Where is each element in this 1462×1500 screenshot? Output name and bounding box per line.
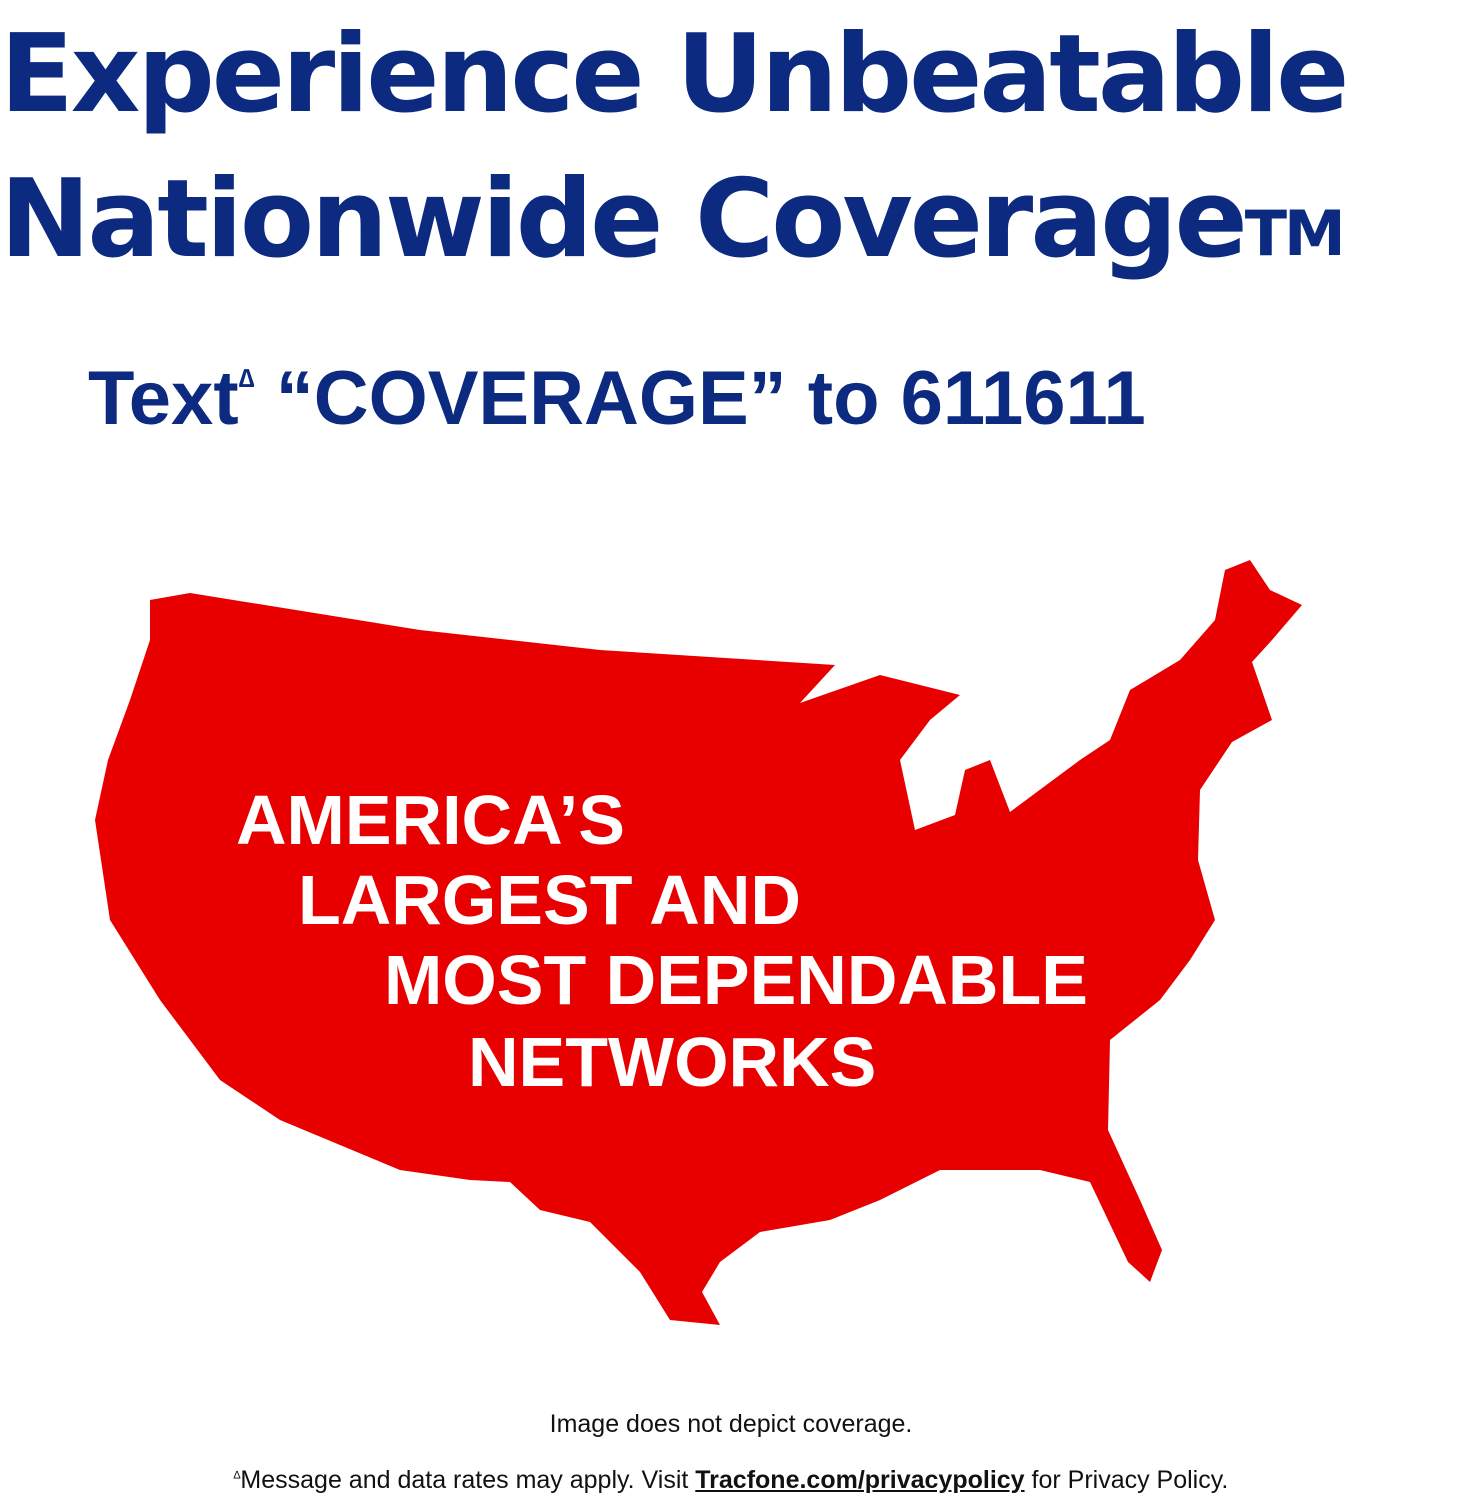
- footnote-marker: ∆: [233, 1469, 241, 1482]
- cta-keyword-shortcode: “COVERAGE” to 611611: [275, 356, 1146, 441]
- headline-line-2: Nationwide CoverageTM: [0, 155, 1462, 285]
- image-disclaimer: Image does not depict coverage.: [549, 1410, 913, 1438]
- claim-line-3: MOST DEPENDABLE: [384, 941, 1088, 1019]
- rates-text: Message and data rates may apply. Visit: [240, 1466, 696, 1494]
- privacy-policy-link[interactable]: Tracfone.com/privacypolicy: [695, 1466, 1025, 1494]
- cta-footnote-marker: ∆: [238, 363, 255, 393]
- text-call-to-action: Text∆ “COVERAGE” to 611611: [88, 355, 1146, 442]
- rates-disclaimer: ∆Message and data rates may apply. Visit…: [0, 1466, 1462, 1495]
- rates-suffix: for Privacy Policy.: [1024, 1466, 1229, 1494]
- headline-text-2: Nationwide Coverage: [0, 157, 1248, 282]
- claim-line-1: AMERICA’S: [236, 781, 625, 859]
- headline-text-1: Experience Unbeatable: [0, 12, 1349, 137]
- claim-line-2: LARGEST AND: [298, 861, 801, 939]
- headline-line-1: Experience Unbeatable: [0, 10, 1462, 140]
- trademark-mark: TM: [1244, 197, 1346, 270]
- usa-map-shape: [95, 560, 1302, 1325]
- claim-line-4: NETWORKS: [468, 1023, 877, 1101]
- cta-text: Text: [88, 356, 239, 441]
